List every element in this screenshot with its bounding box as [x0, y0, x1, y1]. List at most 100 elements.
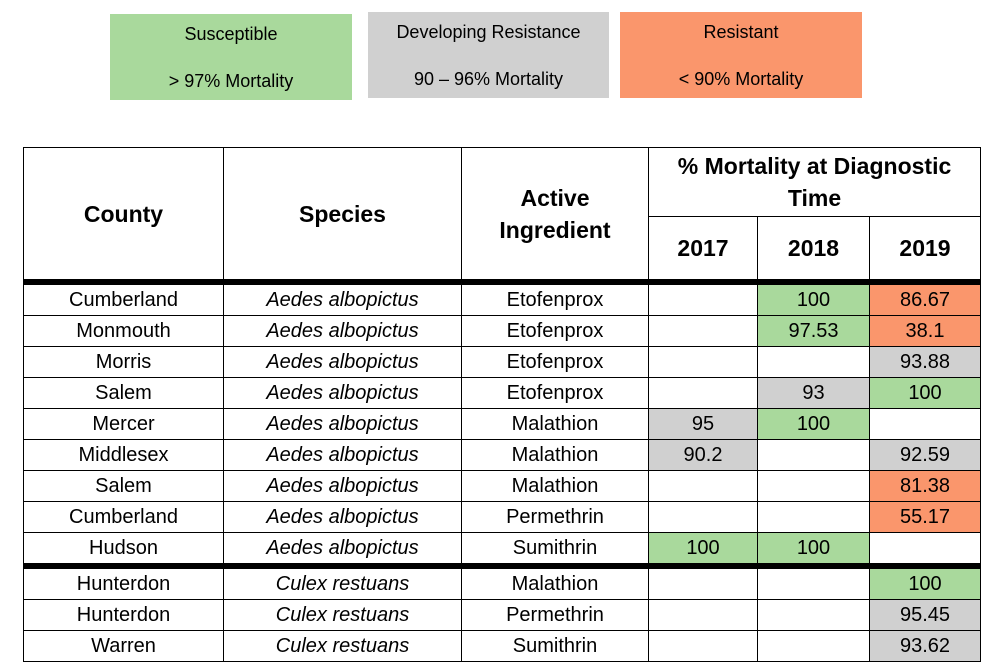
mortality-cell: 81.38 [868, 470, 982, 502]
table-row: Cumberland Aedes albopictus Etofenprox 100 8… [23, 279, 982, 316]
active-ingredient-cell: Etofenprox [461, 279, 649, 316]
county-cell: Salem [23, 377, 224, 409]
header-county: County [23, 147, 224, 283]
county-cell: Cumberland [23, 501, 224, 533]
county-cell: Monmouth [23, 315, 224, 347]
species-cell: Aedes albopictus [223, 408, 462, 440]
table-row: Warren Culex restuans Sumithrin 93.62 [23, 630, 982, 662]
table-row: Salem Aedes albopictus Malathion 81.38 [23, 470, 982, 502]
table-row: Salem Aedes albopictus Etofenprox 93 100 [23, 377, 982, 409]
mortality-cell [757, 630, 870, 662]
species-cell: Aedes albopictus [223, 346, 462, 378]
species-cell: Aedes albopictus [223, 532, 462, 567]
mortality-cell [648, 501, 758, 533]
mortality-cell: 95 [648, 408, 758, 440]
species-cell: Aedes albopictus [223, 439, 462, 471]
mortality-cell: 100 [757, 532, 870, 567]
table-row: Monmouth Aedes albopictus Etofenprox 97.53 3… [23, 315, 982, 347]
species-cell: Culex restuans [223, 630, 462, 662]
county-cell: Salem [23, 470, 224, 502]
active-ingredient-cell: Sumithrin [461, 532, 649, 567]
active-ingredient-cell: Malathion [461, 563, 649, 600]
mortality-cell: 95.45 [868, 599, 982, 631]
mortality-cell: 93.62 [868, 630, 982, 662]
mortality-cell [757, 563, 870, 600]
mortality-cell [648, 279, 758, 316]
header-active-ingredient: Active Ingredient [461, 147, 649, 283]
species-cell: Culex restuans [223, 599, 462, 631]
table-row: Hudson Aedes albopictus Sumithrin 100 100 [23, 532, 982, 567]
active-ingredient-cell: Etofenprox [461, 315, 649, 347]
mortality-cell [868, 532, 982, 567]
mortality-cell: 55.17 [868, 501, 982, 533]
header-species: Species [223, 147, 462, 283]
table-row: Morris Aedes albopictus Etofenprox 93.88 [23, 346, 982, 378]
mortality-cell [757, 470, 870, 502]
mortality-cell [648, 630, 758, 662]
mortality-cell: 100 [868, 377, 982, 409]
county-cell: Morris [23, 346, 224, 378]
mortality-cell: 100 [757, 279, 870, 316]
county-cell: Cumberland [23, 279, 224, 316]
table-row: Hunterdon Culex restuans Permethrin 95.45 [23, 599, 982, 631]
legend-label: Susceptible [184, 24, 278, 44]
county-cell: Hunterdon [23, 563, 224, 600]
county-cell: Middlesex [23, 439, 224, 471]
mortality-cell: 93.88 [868, 346, 982, 378]
mortality-cell: 100 [868, 563, 982, 600]
header-mortality: % Mortality at Diagnostic Time [647, 147, 982, 217]
mortality-cell: 92.59 [868, 439, 982, 471]
legend-resistant: Resistant < 90% Mortality [620, 12, 862, 98]
header-year: 2017 [648, 216, 758, 283]
header-year: 2019 [868, 216, 982, 283]
legend-label: Developing Resistance [396, 22, 581, 42]
legend-range: < 90% Mortality [678, 69, 804, 89]
species-cell: Aedes albopictus [223, 470, 462, 502]
active-ingredient-cell: Etofenprox [461, 346, 649, 378]
legend-range: > 97% Mortality [168, 71, 294, 91]
mortality-cell: 86.67 [868, 279, 982, 316]
mortality-cell [757, 439, 870, 471]
active-ingredient-cell: Malathion [461, 470, 649, 502]
active-ingredient-cell: Permethrin [461, 599, 649, 631]
county-cell: Mercer [23, 408, 224, 440]
species-cell: Aedes albopictus [223, 501, 462, 533]
species-cell: Aedes albopictus [223, 377, 462, 409]
table-row: Hunterdon Culex restuans Malathion 100 [23, 563, 982, 600]
mortality-cell [648, 599, 758, 631]
table-row: Middlesex Aedes albopictus Malathion 90.2 92… [23, 439, 982, 471]
mortality-cell [648, 563, 758, 600]
table-row: Cumberland Aedes albopictus Permethrin 55.1… [23, 501, 982, 533]
mortality-cell [757, 599, 870, 631]
county-cell: Warren [23, 630, 224, 662]
mortality-cell [648, 470, 758, 502]
mortality-cell: 100 [648, 532, 758, 567]
mortality-cell: 100 [757, 408, 870, 440]
species-cell: Aedes albopictus [223, 315, 462, 347]
mortality-cell [648, 315, 758, 347]
county-cell: Hudson [23, 532, 224, 567]
table-row: Mercer Aedes albopictus Malathion 95 100 [23, 408, 982, 440]
mortality-table: County Species Active Ingredient % Morta… [23, 147, 982, 662]
legend-label: Resistant [703, 22, 779, 42]
mortality-cell [648, 346, 758, 378]
active-ingredient-cell: Permethrin [461, 501, 649, 533]
mortality-cell [868, 408, 982, 440]
mortality-cell [648, 377, 758, 409]
active-ingredient-cell: Malathion [461, 408, 649, 440]
mortality-cell [757, 501, 870, 533]
mortality-cell: 90.2 [648, 439, 758, 471]
mortality-cell: 38.1 [868, 315, 982, 347]
species-cell: Culex restuans [223, 563, 462, 600]
species-cell: Aedes albopictus [223, 279, 462, 316]
county-cell: Hunterdon [23, 599, 224, 631]
active-ingredient-cell: Etofenprox [461, 377, 649, 409]
active-ingredient-cell: Malathion [461, 439, 649, 471]
legend-range: 90 – 96% Mortality [413, 69, 564, 89]
legend-susceptible: Susceptible > 97% Mortality [110, 14, 352, 100]
mortality-cell [757, 346, 870, 378]
header-year: 2018 [757, 216, 870, 283]
active-ingredient-cell: Sumithrin [461, 630, 649, 662]
mortality-cell: 93 [757, 377, 870, 409]
legend-developing-resistance: Developing Resistance 90 – 96% Mortality [368, 12, 609, 98]
